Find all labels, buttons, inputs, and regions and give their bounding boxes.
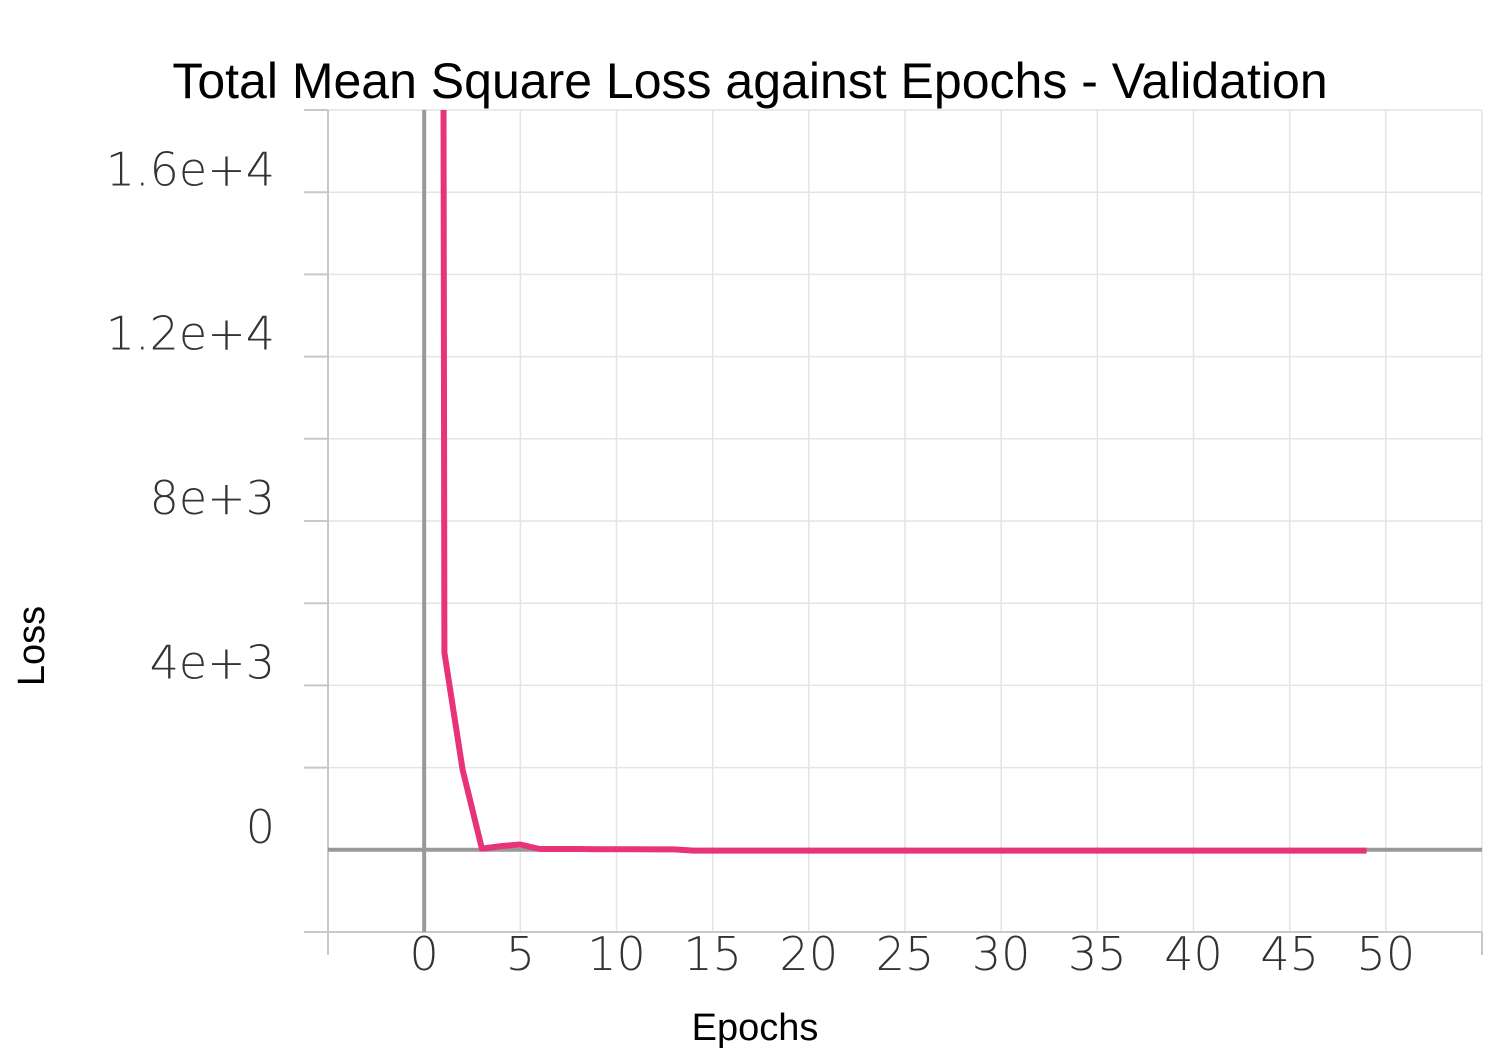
x-tick-labels: 0 5 10 15 20 25 30 35 40 45 50: [410, 927, 1416, 981]
y-tick-label: 4e+3: [150, 636, 275, 690]
y-axis-label: Loss: [11, 606, 53, 686]
x-tick-label: 20: [780, 927, 839, 981]
x-tick-label: 30: [972, 927, 1031, 981]
x-tick-label: 35: [1068, 927, 1127, 981]
x-tick-label: 25: [876, 927, 935, 981]
x-tick-label: 40: [1164, 927, 1223, 981]
x-tick-label: 10: [587, 927, 646, 981]
series-line-0: [440, 110, 1367, 854]
x-tick-label: 5: [506, 927, 535, 981]
x-tick-label: 15: [683, 927, 742, 981]
grid-lines: [304, 109, 1483, 933]
y-tick-labels: 0 4e+3 8e+3 1.2e+4 1.6e+4: [106, 142, 275, 854]
y-tick-label: 1.2e+4: [106, 307, 275, 361]
x-tick-label: 45: [1260, 927, 1319, 981]
chart-title: Total Mean Square Loss against Epochs - …: [172, 53, 1327, 109]
y-tick-label: 1.6e+4: [106, 142, 275, 196]
x-tick-label: 50: [1357, 927, 1416, 981]
x-tick-label: 0: [410, 927, 439, 981]
x-axis-label: Epochs: [692, 1007, 819, 1049]
y-tick-label: 0: [246, 800, 275, 854]
series-layer: [440, 110, 1367, 854]
y-tick-label: 8e+3: [150, 471, 275, 525]
